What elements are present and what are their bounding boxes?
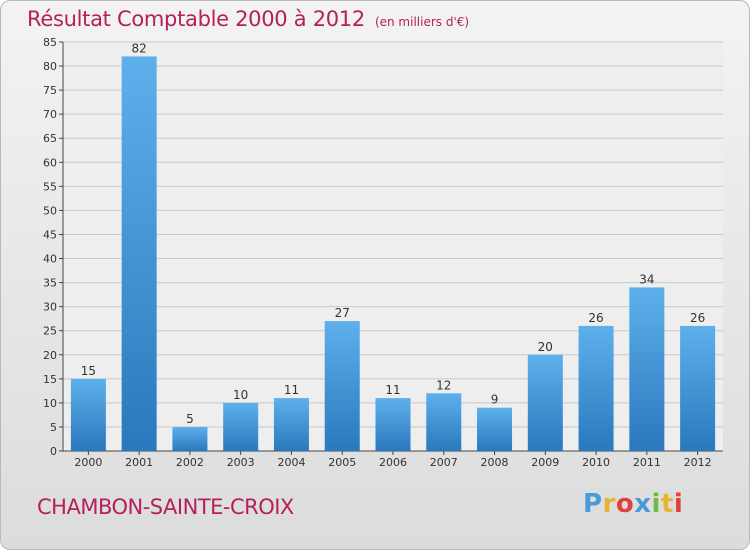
x-tick-label: 2009 <box>531 456 559 469</box>
y-tick-label: 30 <box>43 301 57 314</box>
bar-value-label: 26 <box>588 311 603 325</box>
x-tick-label: 2012 <box>684 456 712 469</box>
bar-value-label: 5 <box>186 412 194 426</box>
y-tick-label: 65 <box>43 132 57 145</box>
y-tick-label: 75 <box>43 84 57 97</box>
bar <box>324 321 360 451</box>
x-tick-label: 2008 <box>481 456 509 469</box>
commune-name: CHAMBON-SAINTE-CROIX <box>37 495 294 519</box>
bar <box>629 287 665 451</box>
bar <box>578 325 614 451</box>
y-tick-label: 35 <box>43 277 57 290</box>
chart-title-text: Résultat Comptable 2000 à 2012 <box>27 7 365 31</box>
bar <box>426 393 462 451</box>
bar-value-label: 11 <box>284 383 299 397</box>
chart-title: Résultat Comptable 2000 à 2012 (en millie… <box>27 7 469 31</box>
bar <box>527 354 563 451</box>
y-tick-label: 15 <box>43 373 57 386</box>
bar-value-label: 15 <box>81 364 96 378</box>
y-tick-label: 40 <box>43 253 57 266</box>
bar-value-label: 82 <box>132 41 147 55</box>
y-tick-label: 60 <box>43 156 57 169</box>
bar-value-label: 11 <box>385 383 400 397</box>
y-tick-label: 80 <box>43 60 57 73</box>
proxiti-logo: Proxiti <box>583 489 684 519</box>
x-tick-label: 2006 <box>379 456 407 469</box>
y-tick-label: 10 <box>43 397 57 410</box>
x-tick-label: 2005 <box>328 456 356 469</box>
bar-value-label: 34 <box>639 272 654 286</box>
y-tick-label: 85 <box>43 36 57 49</box>
bar-value-label: 10 <box>233 388 248 402</box>
bar <box>70 378 106 451</box>
y-tick-label: 25 <box>43 325 57 338</box>
bar <box>477 407 513 451</box>
y-tick-label: 0 <box>50 445 57 458</box>
bar <box>121 56 157 451</box>
y-tick-label: 20 <box>43 349 57 362</box>
y-tick-label: 70 <box>43 108 57 121</box>
x-tick-label: 2004 <box>277 456 305 469</box>
x-tick-label: 2002 <box>176 456 204 469</box>
bar <box>172 426 208 451</box>
x-tick-label: 2003 <box>227 456 255 469</box>
x-tick-label: 2000 <box>74 456 102 469</box>
bar <box>375 398 411 451</box>
bar-value-label: 27 <box>335 306 350 320</box>
bar-value-label: 12 <box>436 378 451 392</box>
chart-subtitle: (en milliers d'€) <box>374 15 470 29</box>
x-tick-label: 2011 <box>633 456 661 469</box>
y-tick-label: 50 <box>43 204 57 217</box>
bar-value-label: 26 <box>690 311 705 325</box>
x-tick-label: 2001 <box>125 456 153 469</box>
bar <box>273 398 309 451</box>
bar-value-label: 20 <box>538 340 553 354</box>
bar-value-label: 9 <box>491 393 499 407</box>
bar <box>223 402 259 451</box>
y-tick-label: 45 <box>43 228 57 241</box>
x-tick-label: 2007 <box>430 456 458 469</box>
y-tick-label: 55 <box>43 180 57 193</box>
x-tick-label: 2010 <box>582 456 610 469</box>
y-tick-label: 5 <box>50 421 57 434</box>
bar <box>680 325 716 451</box>
